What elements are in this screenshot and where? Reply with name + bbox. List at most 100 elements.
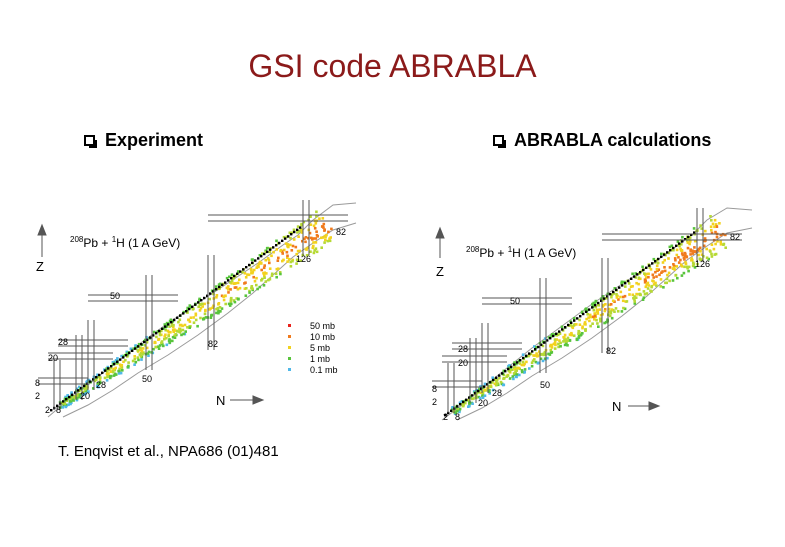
nuclide-cell xyxy=(718,222,721,225)
stable-nuclide xyxy=(71,393,74,396)
nuclide-cell xyxy=(312,241,315,244)
nuclide-cell xyxy=(70,391,73,394)
bullet-abrabla-label: ABRABLA calculations xyxy=(514,130,712,150)
nuclide-cell xyxy=(666,273,669,277)
stable-nuclide xyxy=(576,317,579,320)
nuclide-cell xyxy=(563,333,567,337)
nuclide-cell xyxy=(692,227,696,230)
nuclide-cell xyxy=(506,374,510,377)
nuclide-cell xyxy=(315,214,318,218)
nuclide-cell xyxy=(243,272,247,275)
nuclide-cell xyxy=(137,358,140,362)
stable-nuclide xyxy=(206,294,209,297)
nuclide-cell xyxy=(119,371,123,375)
nuclide-cell xyxy=(324,238,327,242)
nuclide-cell xyxy=(553,340,557,344)
nuclide-cell xyxy=(520,370,524,374)
nuclide-cell xyxy=(685,255,689,258)
nuclide-cell xyxy=(228,275,231,279)
svg-text:50: 50 xyxy=(110,291,120,301)
nuclide-cell xyxy=(638,272,641,275)
nuclide-cell xyxy=(292,228,296,232)
nuclide-cell xyxy=(191,308,195,311)
nuclide-cell xyxy=(584,323,587,326)
nuclide-cell xyxy=(665,277,669,281)
nuclide-cell xyxy=(163,335,166,338)
nuclide-cell xyxy=(230,302,233,306)
nuclide-cell xyxy=(502,383,506,387)
nuclide-cell xyxy=(248,291,251,294)
stable-nuclide xyxy=(564,326,567,329)
nuclide-cell xyxy=(502,377,505,380)
nuclide-cell xyxy=(227,288,230,291)
nuclide-cell xyxy=(679,263,683,266)
nuclide-cell xyxy=(247,273,251,277)
nuclide-cell xyxy=(483,394,487,397)
nuclide-cell xyxy=(682,271,686,275)
stable-nuclide xyxy=(227,279,230,282)
nuclide-cell xyxy=(593,314,597,318)
nuclide-cell xyxy=(323,241,326,244)
nuclide-cell xyxy=(255,276,258,280)
nuclide-cell xyxy=(710,255,714,258)
stable-nuclide xyxy=(504,370,507,373)
nuclide-cell xyxy=(295,252,298,256)
nuclide-cell xyxy=(259,262,263,265)
stable-nuclide xyxy=(612,290,615,294)
nuclide-cell xyxy=(266,257,270,260)
z-axis-arrow-icon xyxy=(435,226,445,258)
nuclide-cell xyxy=(693,239,697,243)
nuclide-cell xyxy=(125,352,129,356)
nuclide-cell xyxy=(599,319,602,323)
nuclide-cell xyxy=(596,312,600,315)
nuclide-cell xyxy=(597,304,601,307)
nuclide-cell xyxy=(82,393,85,396)
nuclide-cell xyxy=(722,243,725,246)
nuclide-cell xyxy=(642,296,646,299)
nuclide-cell xyxy=(217,302,221,305)
nuclide-cell xyxy=(628,293,631,296)
nuclide-cell xyxy=(601,305,605,308)
nuclide-cell xyxy=(575,338,579,342)
stable-nuclide xyxy=(257,257,260,260)
stable-nuclide xyxy=(170,321,173,324)
nuclide-cell xyxy=(672,263,675,266)
nuclide-cell xyxy=(164,328,167,332)
nuclide-cell xyxy=(305,254,309,257)
nuclide-cell xyxy=(709,225,713,228)
nuclide-cell xyxy=(505,375,508,378)
nuclide-cell xyxy=(61,401,64,405)
nuclide-cell xyxy=(689,248,692,251)
nuclide-cell xyxy=(250,271,253,275)
legend-swatch xyxy=(288,357,291,360)
nuclide-cell xyxy=(518,362,522,365)
nuclide-cell xyxy=(238,278,241,282)
nuclide-cell xyxy=(638,292,642,296)
nuclide-cell xyxy=(251,258,254,261)
nuclide-cell xyxy=(230,296,233,300)
nuclide-cell xyxy=(245,287,248,290)
stable-nuclide xyxy=(672,246,675,250)
nuclide-cell xyxy=(538,350,541,353)
nuclide-cell xyxy=(265,247,269,250)
svg-text:50: 50 xyxy=(142,374,152,384)
nuclide-cell xyxy=(700,258,704,261)
nuclide-cell xyxy=(543,350,547,354)
nuclide-cell xyxy=(127,361,130,364)
nuclide-cell xyxy=(276,267,280,270)
stable-nuclide xyxy=(489,381,492,384)
nuclide-cell xyxy=(674,258,677,262)
nuclide-cell xyxy=(304,236,308,239)
nuclide-cell xyxy=(613,310,616,313)
nuclide-cell xyxy=(644,272,648,276)
nuclide-cell xyxy=(237,298,240,301)
nuclide-cell xyxy=(238,286,242,290)
nuclide-cell xyxy=(165,343,169,347)
nuclide-cell xyxy=(279,272,282,276)
nuclide-cell xyxy=(654,270,657,274)
stable-nuclide xyxy=(597,301,600,305)
nuclide-cell xyxy=(188,326,191,329)
nuclide-cell xyxy=(109,370,113,373)
nuclide-cell xyxy=(171,339,174,343)
nuclide-cell xyxy=(553,338,557,341)
